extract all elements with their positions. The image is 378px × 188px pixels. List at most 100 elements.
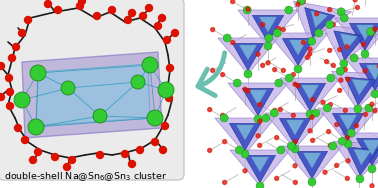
Polygon shape bbox=[334, 31, 364, 60]
Circle shape bbox=[211, 28, 215, 32]
Circle shape bbox=[285, 6, 293, 14]
Polygon shape bbox=[366, 65, 378, 80]
Circle shape bbox=[0, 93, 5, 101]
Circle shape bbox=[337, 8, 345, 16]
Circle shape bbox=[327, 74, 335, 82]
Polygon shape bbox=[286, 120, 304, 135]
Circle shape bbox=[54, 7, 62, 14]
Circle shape bbox=[254, 115, 262, 123]
Circle shape bbox=[293, 164, 297, 168]
Circle shape bbox=[256, 134, 260, 138]
Circle shape bbox=[264, 42, 272, 50]
Circle shape bbox=[34, 149, 42, 155]
Circle shape bbox=[365, 104, 373, 112]
Circle shape bbox=[139, 12, 147, 20]
Circle shape bbox=[370, 102, 374, 106]
Circle shape bbox=[28, 119, 44, 135]
Circle shape bbox=[327, 130, 331, 134]
Polygon shape bbox=[345, 58, 378, 94]
Polygon shape bbox=[249, 90, 267, 105]
Polygon shape bbox=[318, 108, 378, 144]
Polygon shape bbox=[251, 157, 269, 172]
Circle shape bbox=[51, 153, 59, 161]
Polygon shape bbox=[265, 113, 325, 149]
Polygon shape bbox=[354, 149, 371, 165]
Circle shape bbox=[332, 63, 335, 67]
Circle shape bbox=[273, 108, 277, 112]
Circle shape bbox=[152, 139, 158, 146]
Circle shape bbox=[355, 124, 358, 128]
Circle shape bbox=[335, 123, 339, 127]
Circle shape bbox=[285, 74, 293, 82]
Polygon shape bbox=[238, 10, 298, 46]
Polygon shape bbox=[301, 85, 319, 100]
Circle shape bbox=[129, 10, 135, 17]
Circle shape bbox=[336, 67, 344, 75]
Circle shape bbox=[308, 129, 312, 133]
Polygon shape bbox=[356, 138, 378, 165]
Circle shape bbox=[129, 161, 135, 168]
Circle shape bbox=[338, 48, 342, 52]
Circle shape bbox=[108, 7, 116, 14]
Circle shape bbox=[208, 148, 212, 152]
Circle shape bbox=[306, 110, 314, 118]
Circle shape bbox=[262, 114, 270, 122]
Circle shape bbox=[223, 180, 227, 184]
Circle shape bbox=[332, 23, 335, 27]
Circle shape bbox=[160, 146, 166, 153]
Polygon shape bbox=[268, 33, 328, 69]
Circle shape bbox=[121, 151, 129, 158]
Polygon shape bbox=[218, 38, 278, 74]
Circle shape bbox=[6, 89, 14, 96]
Circle shape bbox=[220, 114, 228, 122]
Circle shape bbox=[158, 14, 166, 21]
Circle shape bbox=[321, 100, 325, 104]
Circle shape bbox=[281, 68, 285, 72]
Circle shape bbox=[265, 34, 273, 42]
Circle shape bbox=[223, 140, 227, 144]
Polygon shape bbox=[356, 25, 374, 40]
Circle shape bbox=[325, 20, 334, 29]
Circle shape bbox=[12, 43, 20, 51]
Circle shape bbox=[6, 102, 14, 109]
Circle shape bbox=[338, 137, 346, 145]
Circle shape bbox=[266, 61, 270, 65]
Polygon shape bbox=[239, 45, 257, 60]
Polygon shape bbox=[363, 140, 378, 155]
Circle shape bbox=[243, 169, 247, 173]
Circle shape bbox=[221, 113, 225, 117]
Circle shape bbox=[310, 115, 314, 119]
Circle shape bbox=[291, 113, 295, 117]
Circle shape bbox=[345, 45, 349, 49]
Circle shape bbox=[323, 170, 327, 174]
Circle shape bbox=[297, 0, 305, 5]
Polygon shape bbox=[349, 23, 378, 50]
Circle shape bbox=[235, 146, 243, 154]
Circle shape bbox=[340, 14, 348, 22]
Circle shape bbox=[328, 8, 332, 12]
Circle shape bbox=[0, 62, 5, 70]
Circle shape bbox=[158, 82, 174, 98]
Circle shape bbox=[223, 34, 231, 42]
Circle shape bbox=[76, 2, 84, 10]
Polygon shape bbox=[335, 18, 378, 54]
Circle shape bbox=[273, 68, 277, 72]
Circle shape bbox=[361, 42, 366, 46]
Circle shape bbox=[291, 145, 299, 153]
Circle shape bbox=[353, 0, 357, 2]
Polygon shape bbox=[342, 133, 378, 169]
Circle shape bbox=[79, 0, 85, 5]
Circle shape bbox=[296, 2, 300, 6]
Circle shape bbox=[328, 103, 332, 107]
Circle shape bbox=[329, 142, 337, 150]
Circle shape bbox=[315, 29, 323, 37]
Circle shape bbox=[301, 40, 305, 44]
Circle shape bbox=[96, 152, 104, 158]
Circle shape bbox=[364, 112, 367, 116]
Circle shape bbox=[147, 110, 163, 126]
Polygon shape bbox=[296, 151, 328, 178]
Text: double-shell Na@Sn$_6$@Sn$_3$ cluster: double-shell Na@Sn$_6$@Sn$_3$ cluster bbox=[4, 170, 167, 183]
Circle shape bbox=[315, 12, 319, 16]
Circle shape bbox=[261, 63, 265, 67]
Circle shape bbox=[343, 68, 347, 72]
